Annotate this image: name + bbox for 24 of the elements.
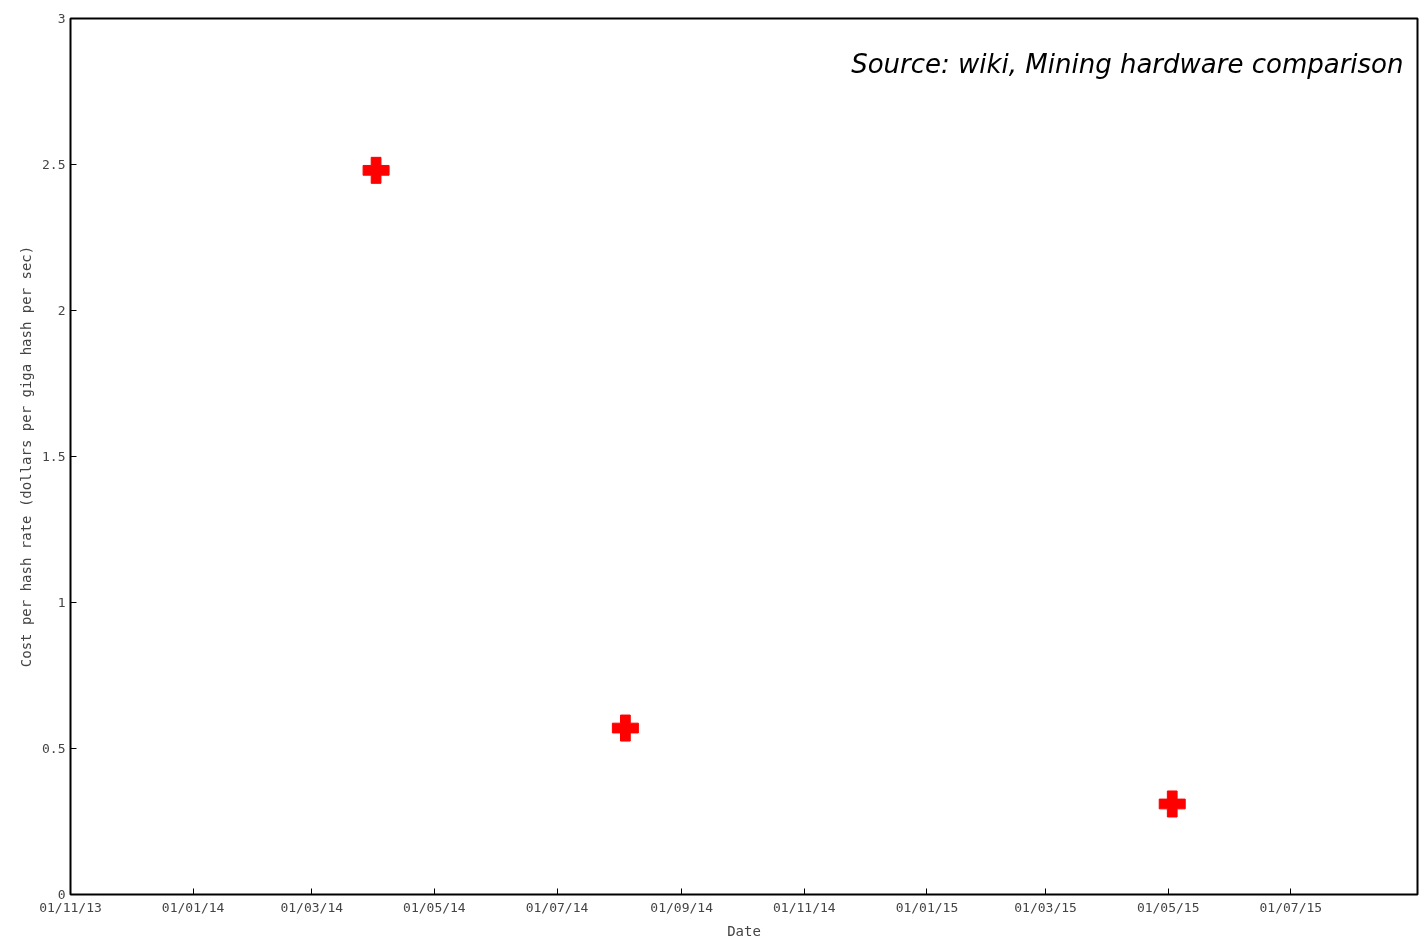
y-tick-label: 3 [57, 11, 66, 26]
point [362, 156, 390, 184]
x-tick-label: 01/03/14 [280, 899, 344, 915]
x-tick-label: 01/09/14 [650, 899, 714, 915]
point [611, 714, 639, 742]
x-tick-label: 01/01/15 [895, 899, 959, 915]
x-tick-label: 01/01/14 [161, 899, 225, 915]
point [1158, 790, 1186, 818]
y-tick-label: 1.5 [42, 449, 66, 464]
x-tick-label: 01/11/13 [39, 899, 102, 915]
x-tick-label: 01/05/15 [1136, 899, 1200, 915]
x-tick-label: 01/11/14 [773, 899, 836, 915]
x-axis-title: Date [727, 922, 761, 939]
annotation: Source: wiki, Mining hardware comparison [851, 48, 1404, 79]
y-tick-label: 2 [57, 303, 66, 318]
y-axis-title: Cost per hash rate (dollars per giga hash per sec) [18, 245, 35, 668]
x-tick-label: 01/05/14 [403, 899, 466, 915]
y-tick-label: 0.5 [42, 741, 66, 756]
x-tick-label: 01/07/15 [1259, 899, 1323, 915]
y-tick-label: 0 [57, 887, 66, 902]
x-tick-label: 01/03/15 [1014, 899, 1077, 915]
y-tick-label: 1 [57, 595, 66, 610]
y-tick-label: 2.5 [42, 157, 66, 172]
x-tick-label: 01/07/14 [525, 899, 589, 915]
